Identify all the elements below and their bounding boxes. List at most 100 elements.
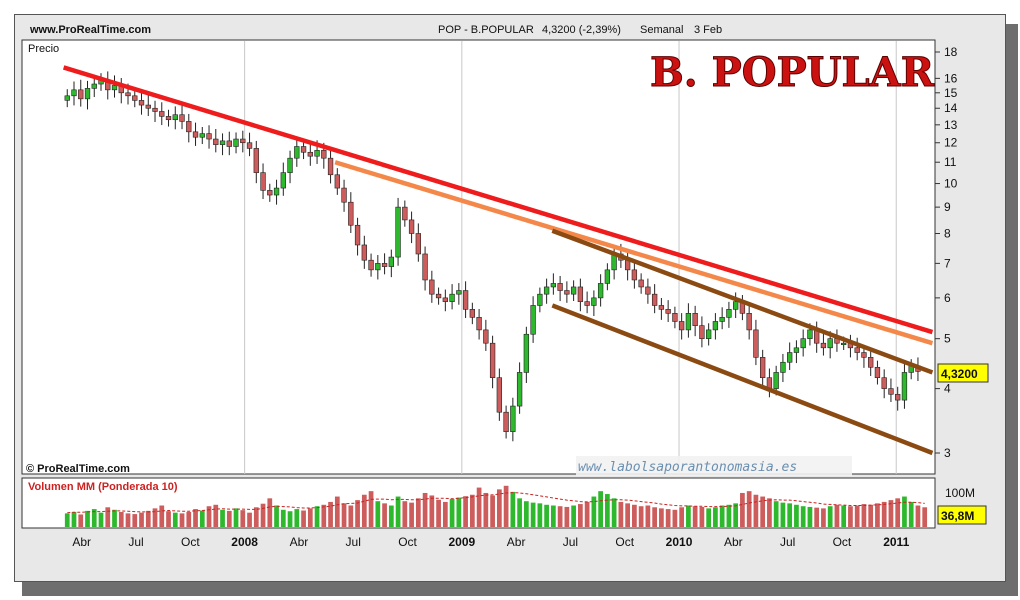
volume-bar	[517, 498, 522, 527]
candle-body	[672, 313, 678, 322]
candle-body	[881, 377, 887, 389]
volume-bar	[881, 501, 887, 527]
candle-body	[91, 83, 97, 89]
candle-body	[530, 305, 536, 335]
volume-bar	[341, 503, 347, 527]
x-tick-label: Oct	[181, 535, 200, 549]
candle-body	[787, 352, 793, 363]
volume-bar	[733, 503, 739, 527]
volume-bar	[625, 503, 630, 527]
volume-bar	[672, 509, 678, 527]
x-tick-label: Abr	[507, 535, 526, 549]
x-tick-label: Jul	[780, 535, 795, 549]
volume-bar	[247, 512, 252, 527]
candle-body	[64, 95, 70, 101]
candle-body	[699, 325, 705, 339]
volume-bar	[307, 508, 313, 527]
candle-body	[591, 297, 597, 306]
volume-bar	[105, 507, 111, 527]
y-tick-label: 8	[944, 226, 951, 240]
volume-bar	[719, 505, 725, 527]
last-price-tag-text: 4,3200	[941, 367, 978, 381]
candle-body	[327, 157, 334, 176]
price-candles	[64, 71, 921, 442]
volume-tag-text: 36,8M	[941, 509, 974, 523]
candle-body	[489, 342, 496, 378]
candle-body	[78, 89, 84, 100]
volume-bar	[544, 504, 549, 527]
volume-bar	[496, 489, 502, 527]
volume-bar	[436, 499, 441, 527]
volume-bar	[605, 494, 610, 527]
candle-body	[429, 279, 435, 295]
last-price-tag	[937, 363, 989, 383]
y-tick-label: 7	[944, 256, 951, 270]
candle-body	[874, 366, 881, 378]
volume-bar	[145, 510, 151, 527]
candle-body	[435, 293, 442, 299]
site-url[interactable]: www.ProRealTime.com	[29, 24, 151, 36]
volume-bar	[598, 491, 603, 527]
volume-bar	[159, 505, 165, 527]
volume-bar	[166, 511, 171, 527]
volume-bar	[355, 500, 360, 527]
volume-bar	[571, 505, 576, 527]
candle-body	[368, 259, 374, 271]
volume-bar	[895, 498, 901, 527]
volume-bar	[551, 505, 556, 527]
volume-average-line	[67, 492, 925, 514]
volume-bar	[821, 508, 826, 527]
volume-bar	[611, 498, 617, 527]
watermark[interactable]: www.labolsaporantonomasia.es	[578, 460, 797, 475]
candle-body	[294, 146, 300, 159]
volume-bar	[868, 504, 874, 527]
candle-body	[550, 283, 557, 288]
candle-body	[868, 357, 874, 368]
volume-bar	[652, 507, 658, 527]
volume-bar	[186, 511, 192, 527]
x-tick-label: 2010	[666, 535, 693, 549]
trendline-orange	[334, 160, 934, 346]
candle-body	[570, 286, 577, 295]
candle-body	[469, 309, 476, 318]
volume-bar	[112, 509, 117, 527]
volume-bar	[375, 501, 381, 527]
x-tick-label: Jul	[128, 535, 143, 549]
candle-body	[206, 133, 212, 140]
candle-body	[402, 206, 408, 221]
date-label: 3 Feb	[694, 24, 722, 36]
volume-bar	[794, 504, 799, 527]
volume-bar	[523, 501, 529, 527]
candle-body	[415, 233, 421, 255]
candle-body	[523, 333, 530, 373]
candle-body	[793, 347, 800, 353]
candle-body	[888, 388, 894, 395]
volume-bar	[679, 507, 685, 527]
x-tick-label: Abr	[290, 535, 309, 549]
volume-bar	[476, 487, 482, 527]
volume-bar	[530, 502, 536, 527]
x-tick-label: Jul	[563, 535, 578, 549]
volume-bar	[483, 492, 489, 527]
volume-bar	[753, 494, 759, 527]
volume-tag	[937, 505, 987, 525]
volume-bar	[922, 507, 928, 527]
candle-body	[496, 377, 503, 413]
volume-bar	[368, 491, 374, 527]
volume-bar	[760, 496, 766, 527]
volume-bar	[422, 492, 428, 527]
volume-bar	[645, 505, 651, 527]
volume-bar	[301, 510, 306, 527]
candle-body	[895, 393, 901, 401]
candle-body	[300, 146, 307, 153]
candle-body	[841, 342, 847, 345]
volume-bar	[334, 496, 340, 527]
candle-body	[537, 293, 543, 306]
y-tick-label: 11	[944, 155, 957, 169]
volume-bar	[591, 496, 597, 527]
candle-body	[705, 329, 712, 339]
candle-body	[901, 372, 908, 401]
x-tick-label: 2009	[448, 535, 475, 549]
y-tick-label: 10	[944, 177, 958, 191]
